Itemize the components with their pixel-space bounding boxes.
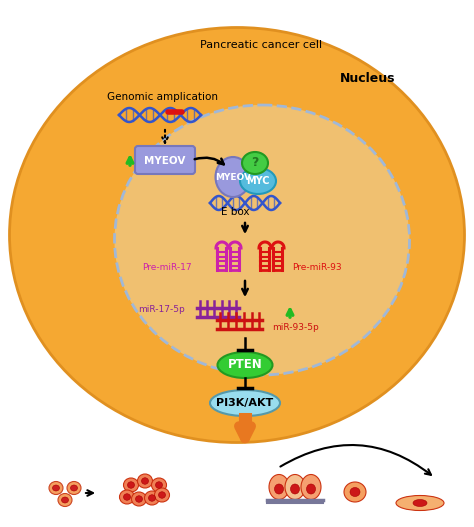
- Ellipse shape: [155, 482, 163, 488]
- Ellipse shape: [269, 474, 289, 500]
- Ellipse shape: [274, 484, 283, 494]
- Ellipse shape: [158, 492, 165, 498]
- Ellipse shape: [301, 474, 321, 500]
- Ellipse shape: [350, 487, 360, 496]
- Ellipse shape: [119, 490, 135, 504]
- Ellipse shape: [291, 484, 300, 494]
- Ellipse shape: [145, 491, 159, 505]
- Ellipse shape: [210, 390, 280, 416]
- Ellipse shape: [9, 27, 465, 443]
- Ellipse shape: [285, 474, 305, 500]
- Text: Pre-miR-93: Pre-miR-93: [292, 264, 342, 272]
- Ellipse shape: [142, 478, 148, 484]
- Ellipse shape: [128, 482, 135, 488]
- Text: Pre-miR-17: Pre-miR-17: [142, 264, 192, 272]
- Ellipse shape: [62, 497, 69, 503]
- Ellipse shape: [124, 494, 130, 500]
- Text: E box: E box: [221, 207, 249, 217]
- Text: PI3K/AKT: PI3K/AKT: [216, 398, 273, 408]
- Ellipse shape: [148, 495, 155, 501]
- Text: MYEOV: MYEOV: [144, 156, 186, 166]
- Text: MYC: MYC: [246, 176, 270, 186]
- Ellipse shape: [152, 478, 166, 492]
- Ellipse shape: [216, 157, 250, 197]
- Text: miR-93-5p: miR-93-5p: [272, 324, 319, 333]
- Ellipse shape: [344, 482, 366, 502]
- Ellipse shape: [136, 496, 143, 502]
- Text: miR-17-5p: miR-17-5p: [138, 305, 185, 314]
- Text: Genomic amplication: Genomic amplication: [107, 92, 218, 102]
- Ellipse shape: [396, 495, 444, 511]
- Ellipse shape: [307, 484, 316, 494]
- Ellipse shape: [115, 105, 410, 375]
- Text: PTEN: PTEN: [228, 358, 263, 372]
- Ellipse shape: [124, 478, 138, 492]
- Ellipse shape: [53, 485, 60, 491]
- Ellipse shape: [58, 493, 72, 506]
- Text: MYEOV: MYEOV: [215, 172, 251, 181]
- Ellipse shape: [131, 492, 146, 506]
- Ellipse shape: [71, 485, 78, 491]
- Text: Nucleus: Nucleus: [340, 72, 395, 85]
- Ellipse shape: [242, 152, 268, 174]
- Text: Pancreatic cancer cell: Pancreatic cancer cell: [200, 40, 322, 50]
- Ellipse shape: [137, 474, 153, 488]
- Ellipse shape: [49, 482, 63, 494]
- Text: ?: ?: [251, 157, 259, 170]
- Ellipse shape: [240, 168, 276, 194]
- FancyBboxPatch shape: [135, 146, 195, 174]
- Ellipse shape: [413, 500, 427, 506]
- Ellipse shape: [67, 482, 81, 494]
- Ellipse shape: [155, 488, 170, 502]
- Ellipse shape: [218, 352, 273, 378]
